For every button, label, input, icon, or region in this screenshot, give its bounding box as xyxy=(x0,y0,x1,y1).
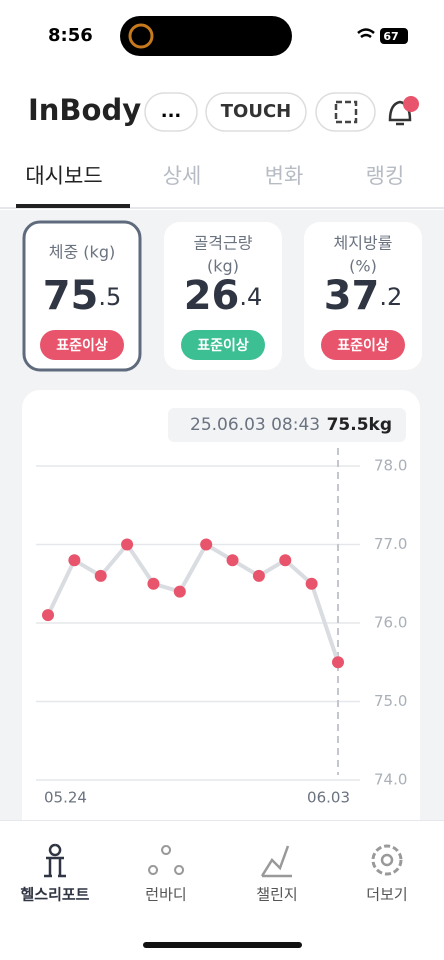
nav-label[interactable]: 챌린지 xyxy=(256,886,297,904)
card-dec: .2 xyxy=(379,283,402,311)
chart: 74.0 75.0 76.0 77.0 78.0 05.24 06.03 xyxy=(36,448,407,807)
qr-icon xyxy=(334,100,358,124)
x-tick-label: 06.03 xyxy=(307,789,350,807)
avatar xyxy=(305,21,335,51)
y-tick-label: 76.0 xyxy=(374,614,407,632)
battery-level: 67 xyxy=(383,30,398,43)
tab-divider xyxy=(0,207,444,209)
point xyxy=(279,554,292,567)
wifi xyxy=(357,28,375,39)
card-value: 75.5 xyxy=(43,273,122,319)
y-tick-label: 77.0 xyxy=(374,535,407,553)
card-value: 26.4 xyxy=(184,273,263,319)
card-dec: .4 xyxy=(239,283,262,311)
nav-icon-challenge xyxy=(260,845,292,878)
card-int: 26 xyxy=(184,273,240,319)
status-label: 표준이상 xyxy=(197,337,249,354)
qr-button[interactable] xyxy=(315,92,376,132)
point xyxy=(42,609,54,622)
nav-icon-runbody xyxy=(148,845,185,875)
card-dec: .5 xyxy=(98,283,121,311)
status-pill xyxy=(321,330,405,360)
point xyxy=(94,569,107,582)
point xyxy=(121,538,134,551)
bell-icon[interactable] xyxy=(388,100,412,126)
point xyxy=(200,538,213,551)
x-tick-label: 05.24 xyxy=(44,789,87,807)
logo: InBody xyxy=(28,93,141,127)
nav-label[interactable]: 런바디 xyxy=(145,886,186,904)
tab[interactable]: 상세 xyxy=(163,164,202,188)
point xyxy=(332,656,344,669)
nav-label[interactable]: 헬스리포트 xyxy=(20,886,89,904)
card-int: 37 xyxy=(324,273,380,319)
nav-icon-report xyxy=(44,843,66,878)
notification-badge xyxy=(403,96,419,112)
tab-indicator xyxy=(16,204,130,208)
more-label: ... xyxy=(161,101,182,122)
y-tick-label: 78.0 xyxy=(374,457,407,475)
battery xyxy=(380,28,408,44)
chart-card xyxy=(22,390,420,840)
tab[interactable]: 랭킹 xyxy=(366,164,405,188)
point xyxy=(173,585,186,598)
point xyxy=(68,554,81,567)
nav-icon-more xyxy=(371,844,403,876)
tab[interactable]: 변화 xyxy=(265,164,304,188)
card-label: 체지방률 xyxy=(334,234,393,253)
nav-divider xyxy=(0,820,444,821)
point xyxy=(147,577,160,590)
card-value: 37.2 xyxy=(324,273,403,319)
home-indicator xyxy=(143,942,302,948)
status-pill xyxy=(40,330,124,360)
point xyxy=(305,577,318,590)
card-label: 골격근량 xyxy=(194,234,253,253)
tooltip-value: 75.5kg xyxy=(327,415,392,435)
nav-icon-more-center xyxy=(380,853,394,867)
status-pill xyxy=(181,330,265,360)
card-label: 체중 (kg) xyxy=(49,243,115,262)
tooltip xyxy=(168,408,406,442)
touch-button[interactable] xyxy=(205,92,307,132)
status-label: 표준이상 xyxy=(337,337,389,354)
status-label: 표준이상 xyxy=(56,337,108,354)
dynamic-island xyxy=(120,16,292,56)
point xyxy=(252,569,265,582)
nav-label[interactable]: 더보기 xyxy=(366,886,407,904)
card-int: 75 xyxy=(43,273,99,319)
point xyxy=(226,554,239,567)
touch-label: TOUCH xyxy=(221,101,291,122)
y-tick-label: 74.0 xyxy=(374,771,407,789)
tab[interactable]: 대시보드 xyxy=(25,164,102,188)
bottom-nav xyxy=(0,820,444,960)
tooltip-date: 25.06.03 08:43 xyxy=(190,415,320,435)
card-label: (%) xyxy=(349,257,377,276)
time: 8:56 xyxy=(48,25,93,46)
card-label: (kg) xyxy=(207,257,239,276)
y-tick-label: 75.0 xyxy=(374,692,407,710)
timer-icon xyxy=(128,23,154,49)
more-button[interactable] xyxy=(144,92,198,132)
